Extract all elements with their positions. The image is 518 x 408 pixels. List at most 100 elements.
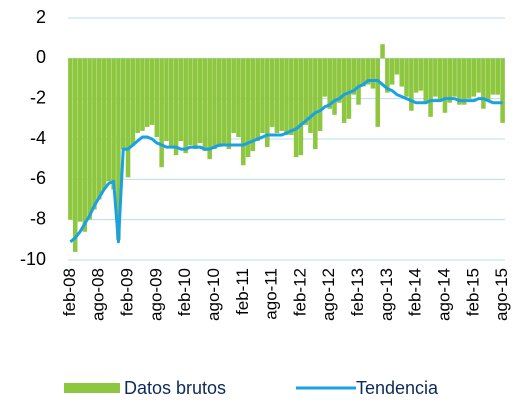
bar [236,58,241,137]
bar [433,58,438,97]
bar [96,58,102,200]
y-tick-label: -10 [20,249,46,269]
bar [197,58,203,144]
bar [466,58,472,99]
bar [322,58,328,97]
x-tick-label: ago-15 [492,268,511,321]
bar [313,58,318,150]
bar [442,58,448,113]
y-tick-label: -4 [30,128,46,148]
bar [380,44,385,59]
bar [490,58,496,95]
bar [202,58,208,152]
bar [413,58,419,93]
bar [178,58,184,142]
bar [365,58,371,85]
bar [116,58,121,240]
bar [289,58,294,135]
x-tick-label: ago-10 [204,268,223,321]
legend-label: Tendencia [356,378,439,398]
bar [111,58,116,190]
bar [341,58,347,123]
y-tick-label: 0 [36,47,46,67]
x-tick-label: ago-12 [319,268,338,321]
bar [418,58,424,91]
bar [356,58,361,105]
bar [265,58,270,148]
bar [428,58,433,117]
x-tick-label: ago-11 [262,268,281,320]
bar [217,58,222,148]
bar [485,58,491,101]
bar [303,58,308,125]
bar [389,58,395,85]
bar [77,58,83,222]
bar [385,58,390,93]
bar [495,58,501,95]
bar [135,58,140,133]
bar [221,58,227,146]
bar [241,58,246,166]
bar [154,58,160,137]
bar [461,58,467,105]
x-tick-label: feb-08 [60,268,79,316]
y-tick-label: 2 [36,7,46,27]
x-tick-label: feb-10 [175,268,194,316]
x-tick-label: ago-13 [377,268,396,321]
y-tick-label: -6 [30,168,46,188]
bar [327,58,332,109]
bar [82,58,88,232]
x-tick-label: feb-12 [290,268,309,316]
bar [471,58,477,97]
bar [193,58,198,150]
bar [404,58,409,97]
bar [293,58,299,158]
x-tick-label: ago-09 [146,268,165,321]
bar [500,58,505,123]
bar [457,58,462,105]
bar [361,58,366,87]
bar [164,58,169,142]
bar [92,58,97,210]
bar [106,58,112,182]
x-tick-label: feb-09 [118,268,137,316]
bar [231,58,236,133]
bar [149,58,155,125]
bar [437,58,443,101]
bar [409,58,414,111]
bar [101,58,107,190]
bar [159,58,164,168]
bar [274,58,280,133]
bar [394,58,400,75]
bar [298,58,304,156]
x-tick-label: feb-11 [233,268,252,315]
legend-label: Datos brutos [124,378,226,398]
bar [255,58,260,142]
bar [125,58,131,178]
bar [447,58,453,103]
bar [168,58,174,148]
bar [173,58,179,156]
bar [308,58,313,133]
bar [370,58,376,89]
bar [260,58,265,133]
legend-swatch [64,383,120,393]
bar [72,58,78,252]
y-tick-label: -8 [30,208,46,228]
bar [481,58,486,109]
x-tick-label: feb-15 [463,268,482,316]
bar [188,58,193,146]
bar [337,58,342,103]
trend-line [69,79,503,244]
bar [183,58,188,154]
bar [375,58,380,127]
x-tick-label: feb-13 [348,268,367,316]
bar [245,58,251,158]
bar [279,58,284,131]
bar [87,58,92,220]
bar [68,58,73,220]
bar [226,58,232,150]
x-tick-label: feb-14 [406,268,425,316]
